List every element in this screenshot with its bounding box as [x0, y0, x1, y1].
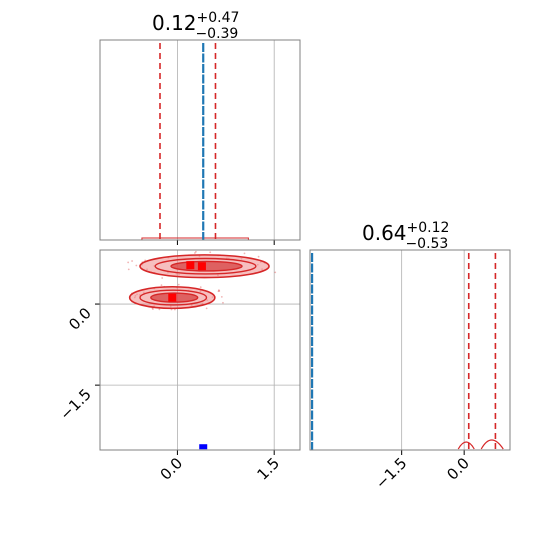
joint-peak-marker — [197, 262, 206, 271]
top-histogram-title: 0.12+0.47 −0.39 — [152, 10, 239, 42]
joint-sample-point — [127, 261, 130, 264]
right-histogram-title-plus: +0.12 — [407, 220, 450, 236]
top-histogram-frame — [99, 39, 301, 241]
joint-panel-frame — [99, 249, 301, 451]
top-histogram-title-minus: −0.39 — [195, 26, 238, 42]
joint-peak-marker — [168, 293, 177, 302]
joint-truth-marker — [199, 444, 208, 450]
joint-sample-point — [193, 252, 196, 254]
joint-x-tick-label: 0.0 — [157, 454, 187, 484]
right-histogram-tick-label: 0.0 — [443, 454, 473, 484]
joint-sample-point — [220, 295, 223, 298]
joint-sample-point — [218, 289, 220, 292]
joint-sample-point — [135, 264, 138, 267]
right-histogram-bump — [480, 439, 504, 450]
joint-contour-mid — [154, 257, 257, 275]
top-histogram-samples — [141, 237, 249, 240]
right-histogram-title: 0.64+0.12 −0.53 — [362, 220, 449, 252]
right-histogram-bump — [457, 441, 475, 450]
joint-sample-point — [243, 252, 246, 255]
right-histogram-frame — [309, 249, 511, 451]
joint-peak-marker — [186, 261, 195, 270]
joint-sample-point — [199, 286, 202, 289]
joint-y-tick-label: −1.5 — [56, 385, 94, 423]
joint-x-tick-label: 1.5 — [253, 454, 283, 484]
joint-sample-point — [274, 271, 277, 274]
joint-sample-point — [222, 301, 224, 304]
joint-y-tick-label: 0.0 — [65, 304, 95, 334]
joint-sample-point — [205, 307, 208, 310]
joint-sample-point — [158, 308, 161, 311]
joint-sample-point — [218, 290, 221, 292]
top-histogram-title-plus: +0.47 — [197, 10, 240, 26]
joint-sample-point — [209, 251, 212, 254]
right-histogram-title-value: 0.64 — [362, 221, 407, 245]
joint-sample-point — [152, 308, 154, 310]
joint-sample-point — [160, 284, 163, 287]
right-histogram-tick-label: −1.5 — [372, 454, 410, 492]
joint-sample-point — [217, 290, 220, 293]
joint-contour-inner — [170, 260, 243, 272]
joint-contour-mid — [139, 289, 208, 306]
top-histogram-title-value: 0.12 — [152, 11, 197, 35]
joint-sample-point — [131, 260, 133, 262]
joint-sample-point — [257, 255, 260, 258]
joint-sample-point — [177, 283, 180, 286]
right-histogram-title-minus: −0.53 — [405, 236, 448, 252]
joint-sample-point — [194, 250, 197, 253]
joint-sample-point — [161, 277, 164, 279]
joint-sample-point — [127, 268, 130, 271]
